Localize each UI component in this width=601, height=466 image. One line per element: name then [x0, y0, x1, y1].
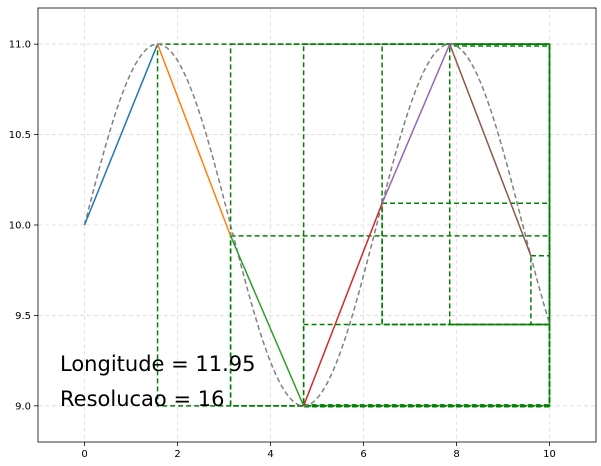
line-segment-1	[83, 43, 159, 226]
line-segment-4	[302, 203, 383, 407]
plot-area	[38, 8, 596, 442]
line-segment-5	[381, 43, 451, 204]
y-tick-label: 9.0	[15, 401, 31, 412]
x-tick-label: 2	[174, 449, 180, 460]
x-axis-ticks: 0 2 4 6 8 10	[81, 442, 556, 460]
x-tick-label: 10	[543, 449, 556, 460]
y-tick-label: 11.0	[9, 40, 31, 51]
y-tick-label: 10.5	[9, 130, 31, 141]
x-tick-label: 4	[267, 449, 273, 460]
x-tick-label: 0	[81, 449, 87, 460]
x-tick-label: 6	[360, 449, 366, 460]
y-tick-label: 9.5	[15, 311, 31, 322]
y-axis-ticks: 9.0 9.5 10.0 10.5 11.0	[9, 40, 38, 412]
annotation-resolucao: Resolucao = 16	[60, 387, 224, 411]
x-tick-label: 8	[453, 449, 459, 460]
line-segments	[83, 43, 532, 407]
green-box	[530, 254, 551, 326]
green-box	[302, 404, 551, 408]
line-segment-6	[449, 43, 532, 257]
line-segment-3	[229, 235, 305, 407]
reference-curve	[83, 43, 551, 407]
annotation-longitude: Longitude = 11.95	[60, 352, 256, 376]
y-tick-label: 10.0	[9, 221, 31, 232]
line-segment-2	[156, 43, 232, 237]
